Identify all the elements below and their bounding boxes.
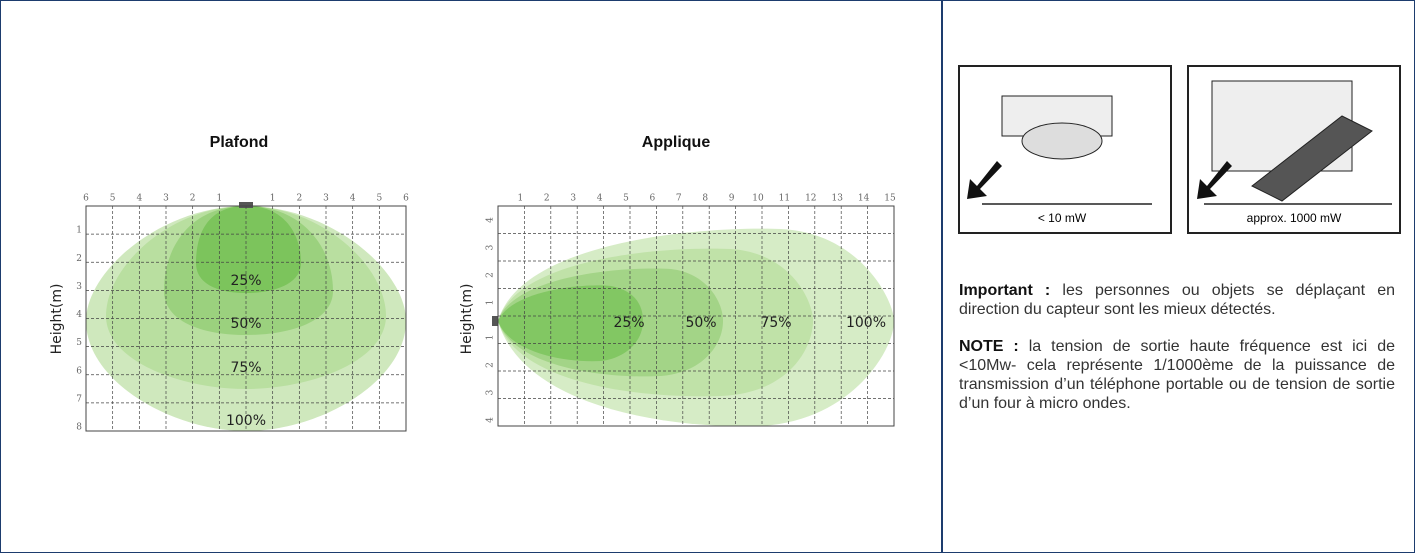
side-tick: 3	[76, 282, 82, 292]
top-tick: 3	[570, 194, 576, 204]
top-tick: 6	[403, 194, 409, 204]
side-tick: 2	[486, 272, 496, 278]
top-tick: 7	[676, 194, 682, 204]
zone-label: 25%	[613, 315, 644, 331]
top-tick: 4	[597, 194, 603, 204]
zone-label: 25%	[230, 273, 261, 289]
image-low: < 10 mW	[958, 65, 1172, 234]
top-tick: 15	[884, 194, 896, 204]
top-tick: 5	[110, 194, 116, 204]
side-tick: 1	[486, 300, 496, 306]
side-tick: 5	[76, 338, 82, 348]
side-tick: 4	[486, 217, 496, 223]
top-tick: 2	[296, 194, 302, 204]
caption: approx. 1000 mW	[1247, 211, 1342, 225]
side-tick: 2	[486, 362, 496, 368]
top-tick: 4	[136, 194, 142, 204]
top-tick: 9	[729, 194, 735, 204]
zone-label: 75%	[230, 360, 261, 376]
caption: < 10 mW	[1038, 211, 1087, 225]
sensor	[239, 202, 253, 208]
note-lead: NOTE :	[959, 338, 1019, 355]
top-tick: 10	[752, 194, 764, 204]
side-tick: 7	[76, 394, 82, 404]
note-text: les personnes ou objets se déplaçant en …	[959, 282, 1395, 318]
top-tick: 11	[779, 194, 790, 204]
top-tick: 6	[650, 194, 656, 204]
side-tick: 2	[76, 254, 82, 264]
side-tick: 4	[486, 417, 496, 423]
top-tick: 3	[163, 194, 169, 204]
note-lead: Important :	[959, 282, 1051, 299]
zone-label: 100%	[226, 413, 266, 429]
top-tick: 1	[518, 194, 524, 204]
frame	[85, 205, 407, 432]
title: Plafond	[210, 134, 269, 151]
side-tick: 6	[76, 366, 82, 376]
zone-label: 75%	[760, 315, 791, 331]
title: Applique	[642, 134, 711, 151]
top-tick: 1	[270, 194, 276, 204]
top-tick: 5	[376, 194, 382, 204]
zone-label: 50%	[685, 315, 716, 331]
top-tick: 4	[350, 194, 356, 204]
side-tick: 1	[76, 226, 82, 236]
zone-label: 50%	[230, 316, 261, 332]
axis-label: Height(m)	[459, 284, 475, 355]
top-tick: 5	[623, 194, 629, 204]
diagrams: Plafond Applique 6 5 4 3 2 1 1 2 3 4 5 61234567825%…	[49, 134, 896, 433]
zone-label: 100%	[846, 315, 886, 331]
side-tick: 3	[486, 244, 496, 250]
note: NOTE : la tension de sortie haute fréque…	[959, 337, 1395, 413]
top-tick: 6	[83, 194, 89, 204]
side-tick: 8	[76, 423, 82, 433]
side-tick: 4	[76, 310, 82, 320]
image-high: approx. 1000 mW	[1187, 65, 1401, 234]
illustrations: < 10 mW approx. 1000 mW	[958, 65, 1401, 234]
top-tick: 13	[831, 194, 843, 204]
top-tick: 12	[805, 194, 816, 204]
axis-label: Height(m)	[49, 284, 65, 355]
frame	[497, 205, 895, 427]
top-tick: 2	[544, 194, 550, 204]
top-tick: 1	[216, 194, 222, 204]
top-tick: 2	[190, 194, 196, 204]
top-tick: 8	[702, 194, 708, 204]
sensor	[492, 316, 498, 326]
top-tick: 3	[323, 194, 329, 204]
note: Important : les personnes ou objets se d…	[959, 281, 1395, 319]
side-tick: 1	[486, 335, 496, 341]
divider	[941, 1, 943, 552]
side-tick: 3	[486, 389, 496, 395]
note-text: la tension de sortie haute fréquence est…	[959, 338, 1396, 412]
notes: Important : les personnes ou objets se d…	[959, 281, 1395, 431]
applique-zones	[498, 228, 894, 427]
top-tick: 14	[858, 194, 870, 204]
